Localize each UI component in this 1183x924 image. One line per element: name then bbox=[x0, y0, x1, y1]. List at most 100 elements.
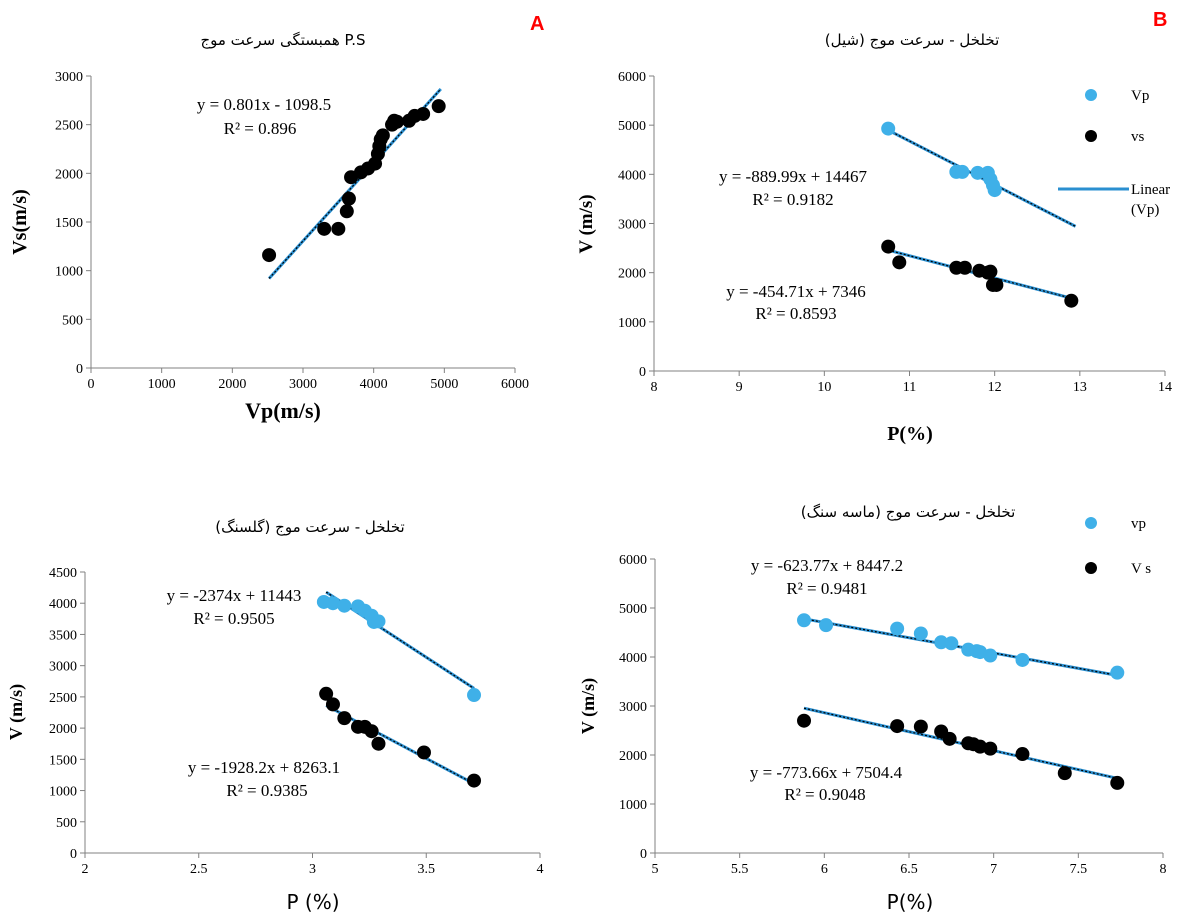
y-tick-label: 2000 bbox=[618, 267, 646, 282]
y-tick-label: 500 bbox=[56, 816, 77, 831]
y-tick-label: 0 bbox=[70, 847, 77, 862]
y-tick-label: 1500 bbox=[49, 753, 77, 768]
x-tick-label: 5.5 bbox=[731, 862, 749, 877]
x-tick-label: 11 bbox=[903, 380, 916, 395]
data-point bbox=[317, 221, 332, 236]
legend-label: V s bbox=[1131, 561, 1151, 577]
data-point bbox=[1015, 652, 1030, 667]
y-tick-label: 1500 bbox=[55, 216, 83, 231]
data-point bbox=[881, 239, 896, 254]
x-tick-label: 4 bbox=[537, 862, 544, 877]
legend-label: vp bbox=[1131, 516, 1146, 532]
data-point bbox=[467, 688, 482, 703]
y-axis-label: V (m/s) bbox=[578, 678, 599, 734]
chart-title: تخلخل - سرعت موج (گلسنگ) bbox=[215, 518, 405, 537]
y-tick-label: 0 bbox=[639, 365, 646, 380]
x-tick-label: 5000 bbox=[430, 377, 458, 392]
data-point bbox=[431, 99, 446, 114]
trendline-r2: R² = 0.9048 bbox=[784, 785, 865, 804]
data-point bbox=[983, 648, 998, 663]
trendline-equation: y = -889.99x + 14467 bbox=[719, 167, 868, 186]
x-tick-label: 2.5 bbox=[190, 862, 208, 877]
data-point bbox=[325, 697, 340, 712]
y-tick-label: 3000 bbox=[619, 700, 647, 715]
data-point bbox=[983, 264, 998, 279]
x-axis-label: P(%) bbox=[887, 423, 933, 445]
x-tick-label: 3.5 bbox=[418, 862, 436, 877]
data-point bbox=[389, 114, 404, 129]
y-tick-label: 4000 bbox=[619, 651, 647, 666]
y-tick-label: 0 bbox=[640, 847, 647, 862]
x-tick-label: 5 bbox=[652, 862, 659, 877]
x-axis-label: Vp(m/s) bbox=[245, 398, 321, 423]
y-tick-label: 4500 bbox=[49, 566, 77, 581]
y-tick-label: 0 bbox=[76, 362, 83, 377]
x-tick-label: 7.5 bbox=[1070, 862, 1088, 877]
legend-label: Vp bbox=[1131, 88, 1149, 104]
y-tick-label: 4000 bbox=[618, 168, 646, 183]
x-tick-label: 2000 bbox=[218, 377, 246, 392]
data-point bbox=[797, 713, 812, 728]
data-point bbox=[970, 165, 985, 180]
x-tick-label: 0 bbox=[88, 377, 95, 392]
data-point bbox=[416, 745, 431, 760]
data-point bbox=[890, 621, 905, 636]
data-point bbox=[331, 221, 346, 236]
data-point bbox=[337, 598, 352, 613]
data-point bbox=[890, 719, 905, 734]
panel-letter-a: A bbox=[530, 13, 544, 35]
trendline-r2: R² = 0.9505 bbox=[193, 609, 274, 628]
data-point bbox=[416, 106, 431, 121]
x-tick-label: 6000 bbox=[501, 377, 529, 392]
chart-title: تخلخل - سرعت موج (شیل) bbox=[825, 31, 1000, 50]
y-tick-label: 3000 bbox=[55, 70, 83, 85]
x-tick-label: 4000 bbox=[360, 377, 388, 392]
y-tick-label: 1000 bbox=[55, 265, 83, 280]
data-point bbox=[987, 183, 1002, 198]
trendline-dotted bbox=[803, 707, 1118, 779]
legend-marker bbox=[1085, 89, 1097, 101]
panel-letter-b: B bbox=[1153, 9, 1167, 31]
chart-panel-b: تخلخل - سرعت موج (شیل) 8 9 10 11 12 13 14 0 1000 2… bbox=[576, 31, 1172, 445]
data-point bbox=[983, 741, 998, 756]
legend-marker bbox=[1085, 130, 1097, 142]
y-tick-label: 5000 bbox=[618, 119, 646, 134]
trendline-equation: y = -1928.2x + 8263.1 bbox=[188, 758, 340, 777]
legend-marker bbox=[1085, 562, 1097, 574]
trendline-dotted bbox=[803, 618, 1118, 676]
y-tick-label: 1000 bbox=[619, 798, 647, 813]
y-tick-label: 1000 bbox=[49, 785, 77, 800]
x-tick-label: 2 bbox=[82, 862, 89, 877]
data-point bbox=[955, 164, 970, 179]
x-tick-label: 10 bbox=[817, 380, 831, 395]
trendline-r2: R² = 0.9385 bbox=[226, 781, 307, 800]
trendline-equation: y = -623.77x + 8447.2 bbox=[751, 556, 903, 575]
x-tick-label: 9 bbox=[736, 380, 743, 395]
y-axis-label: Vs(m/s) bbox=[9, 189, 31, 255]
data-point bbox=[989, 277, 1004, 292]
data-point bbox=[892, 255, 907, 270]
y-tick-label: 2500 bbox=[49, 691, 77, 706]
x-tick-label: 6 bbox=[821, 862, 828, 877]
x-tick-label: 13 bbox=[1073, 380, 1087, 395]
x-tick-label: 12 bbox=[988, 380, 1002, 395]
y-tick-label: 500 bbox=[62, 313, 83, 328]
x-tick-label: 3 bbox=[309, 862, 316, 877]
data-point bbox=[1110, 665, 1125, 680]
legend-label: vs bbox=[1131, 129, 1145, 145]
data-point bbox=[364, 724, 379, 739]
y-tick-label: 3500 bbox=[49, 628, 77, 643]
x-tick-label: 14 bbox=[1158, 380, 1172, 395]
data-point bbox=[325, 596, 340, 611]
data-point bbox=[913, 626, 928, 641]
y-tick-label: 3000 bbox=[618, 218, 646, 233]
x-axis-label: P(%) bbox=[887, 890, 934, 914]
y-tick-label: 5000 bbox=[619, 602, 647, 617]
data-point bbox=[957, 260, 972, 275]
data-point bbox=[339, 204, 354, 219]
data-point bbox=[944, 636, 959, 651]
data-point bbox=[371, 736, 386, 751]
data-point bbox=[819, 618, 834, 633]
trendline-r2: R² = 0.896 bbox=[224, 119, 297, 138]
